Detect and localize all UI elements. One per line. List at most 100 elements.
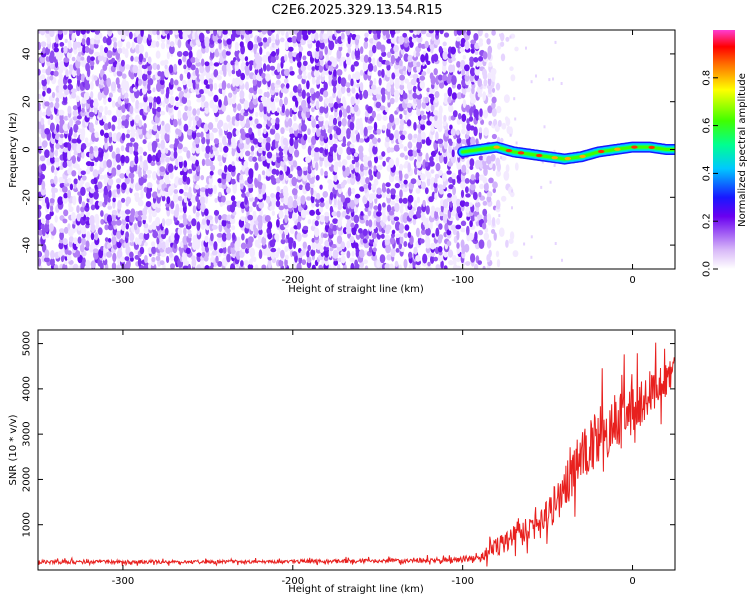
spectrogram-noise-cell	[289, 227, 295, 234]
spectrogram-noise-cell	[346, 155, 351, 161]
spectrogram-noise-cell	[324, 211, 330, 217]
spectrogram-noise-cell	[107, 238, 112, 243]
colorbar-tick-label: 0.2	[702, 213, 713, 229]
spectrogram-noise-cell	[331, 244, 338, 249]
spectrogram-noise-cell	[210, 164, 216, 172]
spectrogram-noise-cell	[185, 247, 191, 254]
spectrogram-noise-cell	[472, 191, 478, 201]
spectrogram-noise-cell	[143, 231, 150, 241]
spectrogram-noise-cell	[435, 162, 441, 172]
spectrogram-noise-cell	[474, 201, 481, 208]
spectrogram-noise-cell	[500, 156, 507, 161]
spectrogram-noise-cell	[261, 264, 267, 269]
spectrogram-noise-cell	[372, 145, 378, 155]
spectrogram-noise-cell	[276, 186, 281, 192]
spectrogram-noise-cell	[496, 105, 502, 114]
spectrogram-noise-cell	[97, 227, 103, 236]
spectrogram-noise-cell	[409, 30, 414, 33]
spectrogram-noise-cell	[346, 250, 351, 259]
spectrogram-x-tick-label: -200	[281, 275, 304, 286]
spectrogram-noise-cell	[140, 30, 144, 37]
spectrogram-noise-cell	[270, 250, 276, 260]
spectrogram-noise-cell	[464, 201, 470, 207]
spectrogram-noise-cell	[406, 81, 413, 91]
spectrogram-noise-cell	[455, 129, 460, 136]
spectrogram-noise-cell	[247, 264, 254, 269]
spectrogram-noise-cell	[333, 69, 337, 77]
spectrogram-noise-cell	[438, 187, 444, 195]
spectrogram-noise-cell	[320, 168, 324, 176]
spectrogram-noise-cell	[140, 189, 144, 199]
spectrogram-noise-cell	[205, 30, 211, 34]
spectrogram-noise-cell	[146, 182, 153, 189]
spectrogram-noise-cell	[137, 219, 142, 228]
signal-peak-cell	[614, 147, 621, 151]
spectrogram-noise-cell	[419, 75, 426, 81]
spectrogram-noise-cell	[296, 232, 302, 242]
spectrogram-noise-cell	[90, 241, 96, 251]
spectrogram-noise-cell	[492, 181, 498, 189]
spectrogram-noise-cell	[451, 75, 457, 86]
spectrogram-noise-cell	[203, 123, 209, 133]
spectrogram-noise-cell	[129, 232, 135, 242]
spectrogram-speckle	[514, 117, 517, 121]
spectrogram-noise-cell	[170, 232, 175, 242]
spectrogram-noise-cell	[71, 69, 77, 78]
spectrogram-noise-cell	[83, 91, 90, 101]
spectrogram-noise-cell	[130, 137, 135, 143]
spectrogram-noise-cell	[413, 133, 418, 139]
spectrogram-noise-cell	[437, 246, 443, 253]
spectrogram-noise-cell	[442, 59, 447, 67]
spectrogram-noise-cell	[263, 128, 267, 135]
spectrogram-noise-cell	[121, 213, 127, 220]
spectrogram-noise-cell	[316, 215, 321, 221]
spectrogram-y-tick-label: 20	[22, 95, 33, 108]
spectrogram-noise-cell	[340, 77, 347, 87]
spectrogram-noise-cell	[270, 247, 277, 253]
spectrogram-noise-cell	[433, 256, 439, 262]
spectrogram-noise-cell	[70, 92, 77, 99]
spectrogram-noise-cell	[152, 87, 156, 93]
spectrogram-noise-cell	[456, 36, 461, 42]
spectrogram-noise-cell	[500, 41, 505, 47]
spectrogram-noise-cell	[107, 97, 112, 103]
spectrogram-noise-cell	[492, 188, 496, 194]
spectrogram-noise-cell	[420, 173, 426, 181]
spectrogram-noise-cell	[319, 38, 325, 44]
spectrogram-noise-cell	[360, 176, 366, 186]
spectrogram-noise-cell	[183, 68, 189, 75]
spectrogram-noise-cell	[450, 46, 457, 55]
spectrogram-noise-cell	[40, 41, 47, 48]
spectrogram-noise-cell	[39, 30, 46, 36]
spectrogram-noise-cell	[337, 42, 344, 48]
spectrogram-noise-cell	[391, 233, 395, 238]
spectrogram-noise-cell	[505, 239, 509, 248]
spectrogram-noise-cell	[195, 211, 200, 218]
spectrogram-noise-cell	[221, 64, 228, 73]
spectrogram-noise-cell	[135, 77, 139, 87]
spectrogram-noise-cell	[120, 256, 126, 263]
spectrogram-noise-cell	[80, 170, 87, 176]
spectrogram-noise-cell	[43, 257, 50, 263]
snr-y-tick-label: 5000	[22, 331, 33, 356]
spectrogram-noise-cell	[307, 173, 311, 181]
snr-x-label: Height of straight line (km)	[288, 584, 424, 595]
spectrogram-noise-cell	[112, 132, 118, 142]
spectrogram-noise-cell	[57, 30, 63, 35]
spectrogram-noise-cell	[488, 177, 494, 184]
spectrogram-noise-cell	[187, 77, 193, 88]
spectrogram-noise-cell	[504, 116, 509, 122]
spectrogram-noise-cell	[443, 231, 448, 238]
spectrogram-noise-cell	[477, 260, 483, 265]
spectrogram-noise-cell	[278, 209, 284, 219]
spectrogram-noise-cell	[170, 150, 175, 159]
spectrogram-noise-cell	[240, 216, 246, 222]
spectrogram-noise-cell	[371, 254, 378, 261]
spectrogram-noise-cell	[433, 68, 438, 76]
spectrogram-noise-cell	[452, 205, 458, 212]
spectrogram-noise-cell	[51, 192, 56, 199]
spectrogram-noise-cell	[67, 141, 72, 152]
spectrogram-noise-cell	[274, 132, 280, 142]
spectrogram-noise-cell	[391, 229, 396, 235]
